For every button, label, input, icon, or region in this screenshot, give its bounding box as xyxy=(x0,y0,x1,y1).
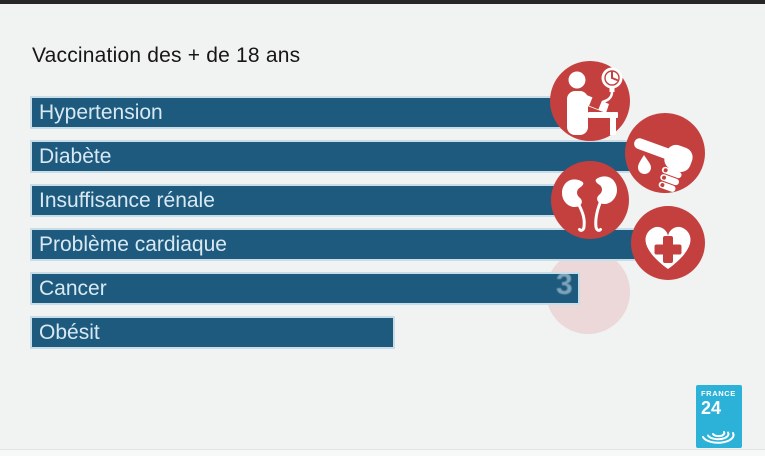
france24-swirl-icon xyxy=(702,431,735,444)
heart-cross-glyph xyxy=(645,226,691,269)
bar-label: Insuffisance rénale xyxy=(39,189,215,212)
france24-logo-text-france: FRANCE xyxy=(701,389,736,398)
bottom-frame-strip xyxy=(0,449,765,456)
page-title: Vaccination des + de 18 ans xyxy=(32,44,301,67)
kidneys-glyph xyxy=(562,176,617,232)
finger-blood-drop-icon xyxy=(625,113,705,193)
blood-pressure-exam-icon xyxy=(550,61,630,141)
finger-blood-drop-glyph xyxy=(634,138,693,192)
bar-cancer: Cancer xyxy=(30,272,580,305)
bar-hypertension: Hypertension xyxy=(30,96,585,129)
bar-label: Diabète xyxy=(39,145,112,168)
top-black-strip xyxy=(0,0,765,4)
bar-label: Obésit xyxy=(39,321,100,344)
france24-logo: FRANCE 24 xyxy=(696,385,742,448)
fading-glyph: 3 xyxy=(556,268,573,301)
bar-label: Cancer xyxy=(39,277,107,300)
bar-label: Problème cardiaque xyxy=(39,233,227,256)
france24-logo-text-24: 24 xyxy=(701,397,722,418)
blood-pressure-exam-glyph xyxy=(567,67,623,135)
heart-cross-icon xyxy=(631,206,705,280)
bar-insuffisance-renale: Insuffisance rénale xyxy=(30,184,590,217)
bar-label: Hypertension xyxy=(39,101,163,124)
bar-obesit: Obésit xyxy=(30,316,395,349)
kidneys-icon xyxy=(551,161,629,239)
bar-diabete: Diabète xyxy=(30,140,660,173)
